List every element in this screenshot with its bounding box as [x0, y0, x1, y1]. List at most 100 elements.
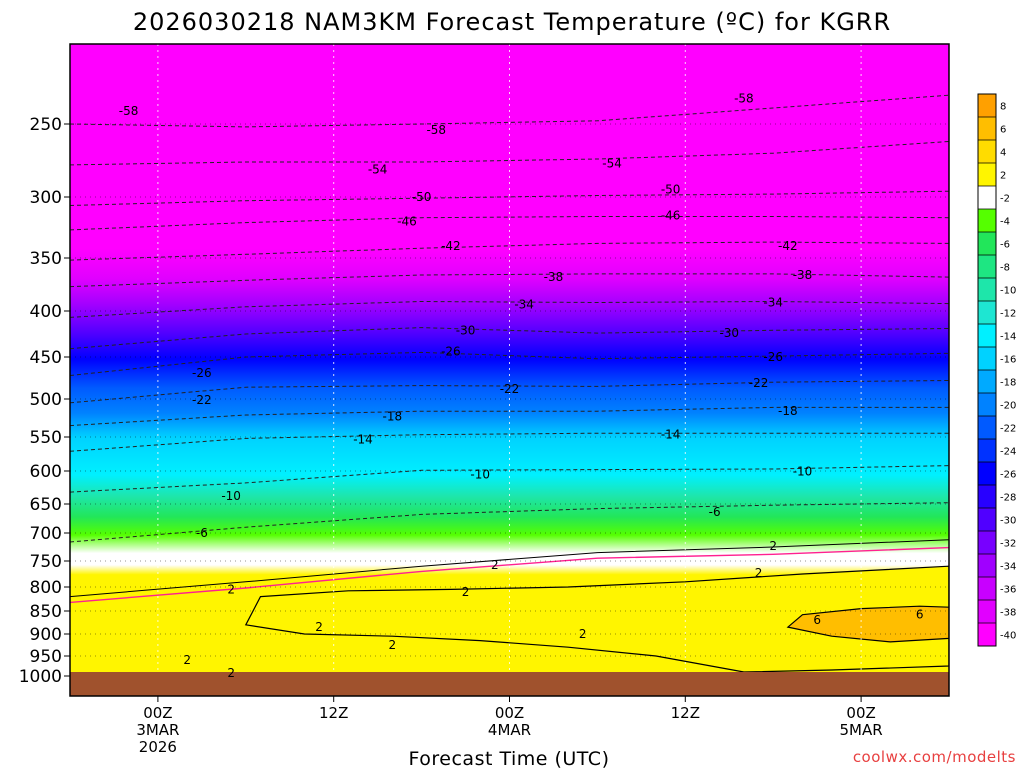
- credit-text: coolwx.com/modelts: [853, 748, 1016, 766]
- x-tick-label: 00Z: [846, 704, 875, 722]
- contour-label: 2: [462, 585, 470, 599]
- y-tick-label: 950: [30, 647, 62, 667]
- contour-label: 2: [388, 638, 396, 652]
- contour-label: -30: [456, 323, 476, 337]
- contour-label: -22: [500, 382, 520, 396]
- colorbar-label: -16: [1000, 355, 1016, 366]
- contour-label: 2: [183, 653, 191, 667]
- contour-label: -30: [719, 326, 739, 340]
- contour-label: -38: [544, 270, 564, 284]
- x-tick-label: 4MAR: [488, 721, 531, 739]
- contour-label: -34: [514, 298, 534, 312]
- contour-label: -34: [763, 296, 783, 310]
- colorbar-swatch: [978, 623, 996, 647]
- contour-labels: -58-58-58-54 -54-50-50-46 -46-42 -42-38 -38-…: [119, 91, 924, 679]
- colorbar-label: -8: [1000, 263, 1010, 274]
- contour-label: 2: [315, 620, 323, 634]
- x-tick-label: 3MAR: [136, 721, 179, 739]
- colorbar-swatch: [978, 531, 996, 555]
- colorbar-swatch: [978, 94, 996, 118]
- y-tick-label: 700: [30, 524, 62, 544]
- contour-label: -46: [661, 208, 681, 222]
- contour-label: -14: [353, 433, 373, 447]
- contour-label: -26: [441, 344, 461, 358]
- x-tick-label: 5MAR: [840, 721, 883, 739]
- x-axis-label: Forecast Time (UTC): [409, 748, 610, 768]
- contour-label: -26: [192, 366, 212, 380]
- colorbar-label: -14: [1000, 332, 1016, 343]
- contour-label: -54: [368, 162, 388, 176]
- colorbar-swatch: [978, 462, 996, 486]
- y-tick-label: 350: [30, 249, 62, 269]
- contour-label: -38: [793, 268, 813, 282]
- contour-label: -26: [763, 350, 783, 364]
- contour-label: -58: [119, 104, 139, 118]
- contour-lines: [70, 94, 949, 604]
- contour-label: 2: [227, 666, 235, 680]
- colorbar-swatch: [978, 508, 996, 532]
- contour-label: -10: [793, 465, 813, 479]
- colorbar-swatch: [978, 140, 996, 164]
- contour-line: [70, 539, 949, 598]
- warm-layer-region: [244, 565, 949, 673]
- y-tick-label: 500: [30, 390, 62, 410]
- colorbar-label: -12: [1000, 309, 1016, 320]
- y-tick-label: 600: [30, 462, 62, 482]
- colorbar-label: 6: [1000, 125, 1006, 136]
- colorbar-label: -34: [1000, 562, 1016, 573]
- contour-label: -50: [412, 190, 432, 204]
- warm-core-region: [786, 605, 949, 643]
- y-tick-label: 400: [30, 302, 62, 322]
- colorbar-label: -32: [1000, 539, 1016, 550]
- contour-label: -42: [778, 239, 798, 253]
- contour-label: -58: [426, 123, 446, 137]
- y-tick-label: 550: [30, 428, 62, 448]
- contour-label: -18: [382, 409, 402, 423]
- colorbar-swatch: [978, 577, 996, 601]
- colorbar-label: -24: [1000, 447, 1016, 458]
- contour-label: 2: [769, 539, 777, 553]
- contour-label: -50: [661, 183, 681, 197]
- contour-label: -54: [602, 156, 622, 170]
- contour-label: -6: [709, 505, 721, 519]
- colorbar-label: 2: [1000, 171, 1006, 182]
- contour-label: 6: [813, 613, 821, 627]
- y-tick-label: 250: [30, 115, 62, 135]
- contour-label: -46: [397, 214, 417, 228]
- y-tick-label: 650: [30, 495, 62, 515]
- contour-line: [70, 351, 949, 376]
- y-axis: 250 300 350 400 450 500 550 600 650 700 750 800 850 9…: [19, 115, 70, 687]
- y-tick-label: 1000: [19, 667, 62, 687]
- colorbar-label: -18: [1000, 378, 1016, 389]
- colorbar-label: -20: [1000, 401, 1016, 412]
- contour-label: -10: [470, 467, 490, 481]
- y-tick-label: 300: [30, 188, 62, 208]
- ground-surface: [70, 672, 949, 696]
- colorbar-swatch: [978, 209, 996, 233]
- y-tick-label: 450: [30, 348, 62, 368]
- colorbar-label: -10: [1000, 286, 1016, 297]
- contour-label: 2: [491, 558, 499, 572]
- colorbar-label: -40: [1000, 631, 1016, 642]
- colorbar-label: -22: [1000, 424, 1016, 435]
- x-tick-label: 12Z: [671, 704, 700, 722]
- colorbar-swatch: [978, 347, 996, 371]
- contour-line: [70, 502, 949, 543]
- colorbar-label: -26: [1000, 470, 1016, 481]
- y-tick-label: 850: [30, 602, 62, 622]
- contour-label: -10: [221, 489, 241, 503]
- colorbar-swatch: [978, 163, 996, 187]
- colorbar-swatch: [978, 370, 996, 394]
- contour-label: -42: [441, 239, 461, 253]
- contour-label: 6: [916, 608, 924, 622]
- plot-area: -58-58-58-54 -54-50-50-46 -46-42 -42-38 -38-…: [70, 44, 949, 696]
- contour-label: 2: [755, 566, 763, 580]
- colorbar-label: -36: [1000, 585, 1016, 596]
- colorbar-label: -2: [1000, 194, 1010, 205]
- colorbar-swatch: [978, 255, 996, 279]
- contour-label: -22: [192, 393, 212, 407]
- y-tick-label: 750: [30, 552, 62, 572]
- colorbar-swatch: [978, 324, 996, 348]
